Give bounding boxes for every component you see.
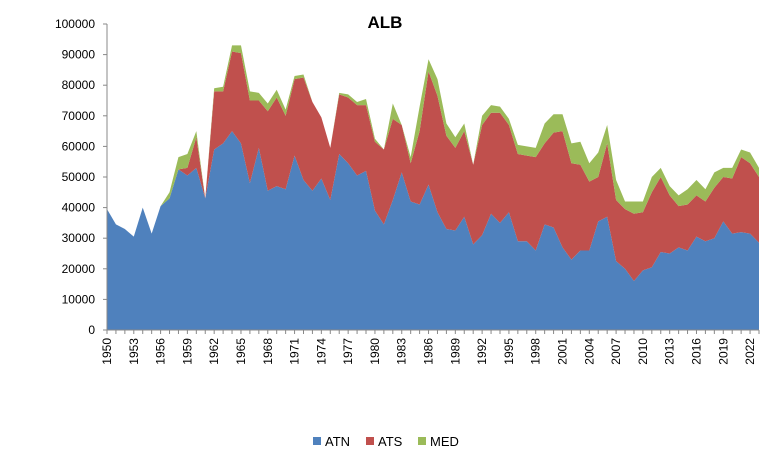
x-tick-label: 2019 [716,338,730,365]
y-tick-label: 50000 [62,170,96,184]
y-tick-label: 40000 [62,201,96,215]
area-ats [107,51,759,282]
x-tick-label: 1956 [154,338,168,365]
x-tick-label: 1971 [288,338,302,365]
y-tick-label: 90000 [62,48,96,62]
legend-label-med: MED [430,434,459,449]
x-tick-label: 1968 [261,338,275,365]
x-tick-label: 1980 [368,338,382,365]
x-tick-label: 1965 [234,338,248,365]
x-tick-label: 1989 [448,338,462,365]
x-tick-label: 1977 [341,338,355,365]
legend: ATN ATS MED [313,434,459,449]
chart-title: ALB [368,13,403,32]
y-tick-label: 20000 [62,262,96,276]
x-tick-label: 2022 [743,338,757,365]
x-tick-label: 2016 [689,338,703,365]
area-atn [107,131,759,330]
x-tick-label: 1953 [127,338,141,365]
legend-swatch-atn [313,437,321,445]
y-axis-ticks: 0 10000 20000 30000 40000 50000 60000 70000 8000… [55,17,107,337]
x-tick-label: 1998 [529,338,543,365]
x-tick-label: 1992 [475,338,489,365]
x-tick-label: 1983 [395,338,409,365]
x-tick-label: 1995 [502,338,516,365]
x-tick-label: 2001 [556,338,570,365]
series-areas [107,45,759,330]
legend-swatch-med [418,437,426,445]
x-tick-label: 1950 [100,338,114,365]
x-tick-label: 1959 [180,338,194,365]
x-tick-label: 2004 [582,338,596,365]
legend-label-ats: ATS [378,434,403,449]
area-med [107,45,759,237]
x-tick-label: 2010 [636,338,650,365]
y-tick-label: 10000 [62,292,96,306]
x-tick-label: 1986 [422,338,436,365]
y-tick-label: 70000 [62,109,96,123]
x-tick-label: 2007 [609,338,623,365]
y-tick-label: 30000 [62,231,96,245]
legend-label-atn: ATN [325,434,350,449]
legend-swatch-ats [366,437,374,445]
x-tick-label: 1962 [207,338,221,365]
x-axis-ticks: 1950 1953 1956 1959 1962 1965 1968 1971 1974 1977… [100,330,760,365]
x-tick-label: 1974 [314,338,328,365]
x-tick-label: 2013 [663,338,677,365]
y-tick-label: 60000 [62,139,96,153]
y-tick-label: 80000 [62,78,96,92]
y-tick-label: 100000 [55,17,95,31]
y-tick-label: 0 [88,323,95,337]
